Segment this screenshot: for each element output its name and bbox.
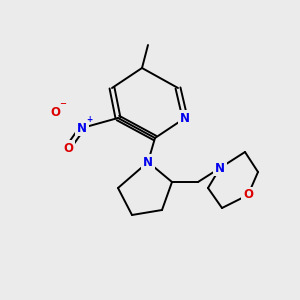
Text: N: N <box>215 161 225 175</box>
Text: +: + <box>86 115 92 124</box>
Text: O: O <box>50 106 60 118</box>
Text: N: N <box>180 112 190 124</box>
Text: N: N <box>143 155 153 169</box>
Text: −: − <box>59 99 66 108</box>
Text: N: N <box>77 122 87 134</box>
Text: O: O <box>243 188 253 202</box>
Text: O: O <box>63 142 73 154</box>
